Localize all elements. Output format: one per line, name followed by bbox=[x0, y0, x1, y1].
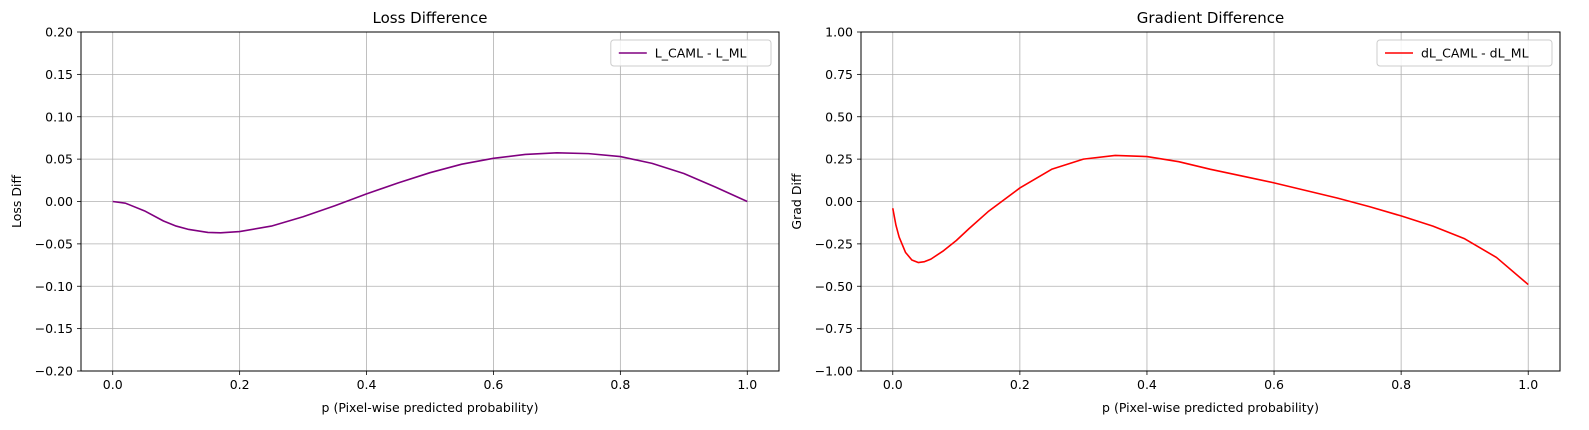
y-tick-label: −1.00 bbox=[815, 364, 853, 379]
x-tick-label: 0.6 bbox=[484, 377, 504, 392]
y-tick-label: 0.00 bbox=[45, 194, 73, 209]
legend-box bbox=[610, 39, 772, 67]
y-tick-label: 0.25 bbox=[825, 152, 853, 167]
y-tick-label: −0.20 bbox=[35, 364, 73, 379]
x-axis-label: p (Pixel-wise predicted probability) bbox=[1102, 400, 1319, 415]
y-tick-label: 0.50 bbox=[825, 109, 853, 124]
x-tick-label: 0.8 bbox=[610, 377, 630, 392]
x-axis-label: p (Pixel-wise predicted probability) bbox=[322, 400, 539, 415]
y-tick-label: −0.25 bbox=[815, 236, 853, 251]
y-tick-label: −0.15 bbox=[35, 321, 73, 336]
y-axis-label: Grad Diff bbox=[789, 173, 804, 229]
y-tick-label: −0.50 bbox=[815, 279, 853, 294]
y-tick-label: −0.05 bbox=[35, 236, 73, 251]
chart-title: Gradient Difference bbox=[1137, 9, 1284, 27]
y-tick-label: 1.00 bbox=[825, 25, 853, 40]
x-tick-label: 0.4 bbox=[1137, 377, 1157, 392]
y-tick-label: 0.00 bbox=[825, 194, 853, 209]
series-line bbox=[891, 154, 1529, 286]
x-tick-label: 0.6 bbox=[1264, 377, 1284, 392]
x-tick-label: 0.8 bbox=[1391, 377, 1411, 392]
y-tick-label: −0.75 bbox=[815, 321, 853, 336]
x-tick-label: 0.0 bbox=[103, 377, 123, 392]
y-tick-label: 0.05 bbox=[45, 152, 73, 167]
x-tick-label: 0.0 bbox=[883, 377, 903, 392]
y-tick-label: 0.15 bbox=[45, 67, 73, 82]
y-tick-label: 0.75 bbox=[825, 67, 853, 82]
y-tick-label: 0.10 bbox=[45, 109, 73, 124]
loss-difference-chart: 0.0 0.2 0.4 0.6 0.8 1.0 −0.20 −0.15 −0.10 −0.05 0.… bbox=[9, 9, 780, 415]
series-line bbox=[112, 151, 748, 234]
x-tick-label: 1.0 bbox=[737, 377, 757, 392]
gradient-difference-chart: 0.0 0.2 0.4 0.6 0.8 1.0 −1.00 −0.75 −0.50 −0.25 0.… bbox=[789, 9, 1561, 415]
x-tick-label: 0.2 bbox=[1010, 377, 1030, 392]
y-tick-label: 0.20 bbox=[45, 25, 73, 40]
legend-box bbox=[1376, 39, 1553, 67]
x-tick-label: 0.4 bbox=[357, 377, 377, 392]
y-axis-label: Loss Diff bbox=[9, 175, 24, 228]
legend-label: dL_CAML - dL_ML bbox=[1421, 46, 1529, 61]
chart-title: Loss Difference bbox=[373, 9, 488, 27]
x-tick-label: 1.0 bbox=[1518, 377, 1538, 392]
x-tick-label: 0.2 bbox=[230, 377, 250, 392]
y-tick-label: −0.10 bbox=[35, 279, 73, 294]
legend-label: L_CAML - L_ML bbox=[655, 46, 747, 61]
